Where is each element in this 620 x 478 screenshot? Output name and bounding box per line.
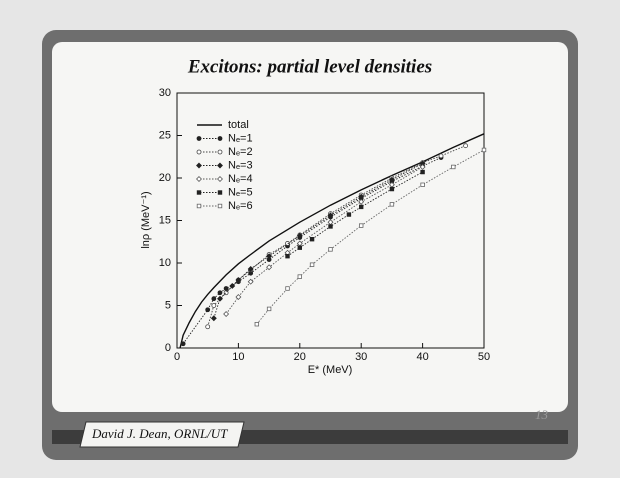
marker [358, 204, 364, 210]
legend-label: total [228, 119, 249, 131]
marker [196, 203, 202, 209]
series-line [207, 145, 466, 327]
series-line [225, 166, 423, 315]
marker [205, 324, 211, 330]
marker [481, 147, 487, 153]
marker [196, 136, 202, 141]
marker [217, 149, 223, 155]
marker [196, 176, 202, 182]
marker [309, 236, 315, 242]
marker [296, 232, 303, 239]
marker [235, 294, 242, 300]
footer-author: David J. Dean, ORNL/UT [91, 426, 228, 441]
marker [451, 164, 456, 170]
legend-label: Nₑ=4 [228, 173, 253, 185]
legend-label: Nₑ=1 [228, 132, 253, 144]
marker [419, 163, 426, 170]
y-tick-label: 5 [165, 299, 171, 311]
marker [328, 224, 333, 229]
marker [327, 212, 334, 219]
marker [223, 311, 230, 317]
x-axis-label: E* (MeV) [308, 364, 353, 376]
series-line [287, 171, 423, 257]
series-line [179, 133, 485, 349]
x-tick-label: 10 [232, 351, 244, 363]
marker [463, 143, 468, 149]
legend-label: Nₑ=6 [228, 200, 253, 212]
marker [180, 341, 186, 347]
chart-title: Excitons: partial level densities [187, 56, 432, 77]
marker [205, 307, 211, 313]
legend-label: Nₑ=3 [228, 159, 253, 171]
marker [217, 290, 223, 296]
marker [389, 202, 395, 207]
marker [438, 153, 444, 159]
marker [235, 277, 242, 283]
marker [211, 296, 217, 302]
y-tick-label: 15 [159, 214, 171, 226]
marker [217, 136, 223, 141]
marker [266, 264, 273, 271]
marker [358, 198, 365, 205]
series-line [182, 157, 442, 345]
y-axis-label: lnρ (MeV⁻¹) [140, 191, 152, 248]
marker [196, 190, 202, 195]
y-tick-label: 20 [159, 172, 171, 184]
y-tick-label: 10 [159, 257, 171, 269]
legend-label: Nₑ=2 [228, 146, 253, 158]
marker [346, 212, 352, 217]
x-tick-label: 50 [478, 351, 490, 363]
marker [229, 282, 236, 289]
marker [285, 286, 290, 291]
marker [254, 321, 260, 327]
marker [217, 176, 223, 182]
marker [285, 253, 290, 259]
marker [358, 223, 364, 228]
series-line [213, 163, 423, 319]
marker [420, 182, 425, 187]
x-tick-label: 20 [294, 351, 306, 363]
marker [217, 295, 223, 302]
y-tick-label: 25 [159, 129, 171, 141]
marker [328, 247, 333, 252]
y-tick-label: 30 [159, 87, 171, 99]
page-number: 13 [535, 407, 549, 422]
x-tick-label: 30 [355, 351, 367, 363]
marker [210, 315, 217, 322]
marker [266, 306, 272, 312]
x-tick-label: 0 [174, 351, 180, 363]
slide-panel [52, 42, 568, 412]
footer-box [79, 421, 245, 448]
marker [420, 169, 425, 175]
marker [297, 245, 302, 250]
marker [223, 286, 229, 291]
marker [196, 162, 202, 169]
y-tick-label: 0 [165, 342, 171, 354]
marker [196, 149, 202, 155]
marker [297, 274, 302, 279]
marker [217, 162, 223, 169]
marker [266, 253, 273, 260]
marker [217, 190, 223, 195]
marker [389, 186, 395, 192]
marker [217, 203, 223, 209]
legend-label: Nₑ=5 [228, 186, 253, 198]
marker [309, 262, 315, 267]
x-tick-label: 40 [416, 351, 428, 363]
marker [247, 265, 254, 272]
marker [211, 303, 217, 308]
marker [247, 278, 254, 285]
